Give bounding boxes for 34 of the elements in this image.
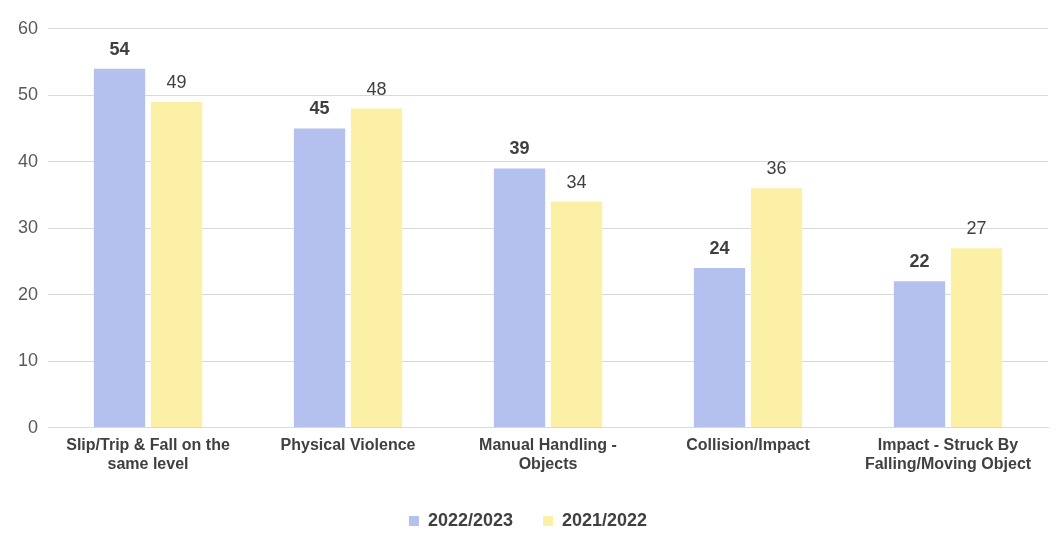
- x-tick-label: Slip/Trip & Fall on the same level: [66, 435, 230, 472]
- x-tick-label: Collision/Impact: [686, 435, 811, 453]
- bar: [750, 188, 803, 428]
- bar: [550, 201, 603, 428]
- data-label: 24: [709, 238, 730, 259]
- data-label: 45: [309, 98, 330, 119]
- y-tick-label: 50: [17, 84, 39, 105]
- bar: [350, 108, 403, 428]
- y-tick-label: 10: [17, 350, 39, 371]
- bar: [150, 101, 203, 428]
- y-tick-label: 30: [17, 217, 39, 238]
- y-tick-label: 20: [17, 283, 39, 304]
- bar: [293, 128, 346, 428]
- data-label: 48: [366, 78, 387, 99]
- legend-label: 2022/2023: [427, 509, 514, 530]
- bar: [950, 248, 1003, 428]
- y-tick-label: 60: [17, 17, 39, 38]
- x-tick-label: Physical Violence: [280, 435, 416, 453]
- data-label: 39: [509, 138, 530, 159]
- bar: [93, 68, 146, 428]
- data-label: 22: [909, 251, 930, 272]
- data-label: 34: [566, 171, 587, 192]
- y-tick-label: 0: [28, 416, 39, 437]
- bar: [493, 168, 546, 428]
- y-tick-label: 40: [17, 150, 39, 171]
- data-label: 27: [966, 218, 987, 239]
- legend-label: 2021/2022: [562, 509, 648, 530]
- x-tick-label: Manual Handling - Objects: [479, 435, 617, 472]
- data-label: 36: [766, 158, 787, 179]
- data-label: 54: [109, 38, 130, 59]
- data-label: 49: [166, 71, 187, 92]
- bar: [693, 268, 746, 428]
- bar: [893, 281, 946, 428]
- x-tick-label: Impact - Struck By Falling/Moving Object: [864, 435, 1032, 472]
